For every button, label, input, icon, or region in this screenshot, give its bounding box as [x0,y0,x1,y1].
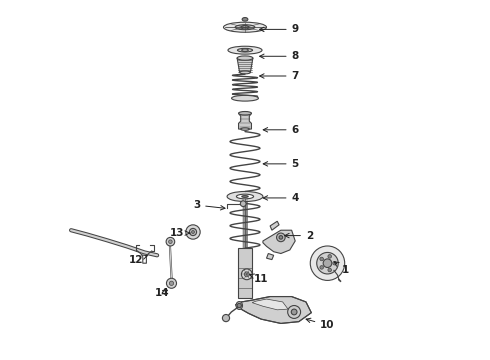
Circle shape [222,315,230,321]
Ellipse shape [237,56,253,60]
Circle shape [288,306,300,319]
Text: 12: 12 [128,255,147,265]
Ellipse shape [223,22,267,32]
Text: 14: 14 [155,288,170,298]
Text: 6: 6 [263,125,299,135]
Ellipse shape [242,18,248,21]
Text: 4: 4 [263,193,299,203]
Ellipse shape [228,46,262,54]
Circle shape [328,268,332,272]
Circle shape [291,309,297,315]
Text: 8: 8 [260,51,299,61]
Polygon shape [237,58,253,72]
Ellipse shape [236,194,254,199]
Circle shape [240,201,246,207]
Text: 9: 9 [260,24,299,35]
Polygon shape [263,230,295,253]
Text: 7: 7 [260,71,299,81]
Circle shape [320,266,323,269]
Polygon shape [252,299,288,310]
Circle shape [237,303,242,308]
Ellipse shape [239,112,251,115]
Text: 1: 1 [334,262,349,275]
Text: 11: 11 [249,274,269,284]
Circle shape [333,261,337,265]
Circle shape [190,228,196,235]
Text: 5: 5 [263,159,299,169]
Circle shape [279,235,283,239]
Ellipse shape [242,195,248,197]
Circle shape [192,230,195,233]
Circle shape [245,272,249,277]
Ellipse shape [235,25,255,30]
Circle shape [276,233,285,242]
Circle shape [320,257,323,261]
Ellipse shape [241,26,249,29]
Circle shape [167,278,176,288]
Polygon shape [270,221,279,230]
Circle shape [323,259,332,267]
Text: 13: 13 [170,228,190,238]
Ellipse shape [232,95,258,101]
Polygon shape [239,113,251,129]
Ellipse shape [240,71,250,74]
Circle shape [242,269,252,280]
Circle shape [310,246,344,280]
Ellipse shape [227,192,263,202]
Circle shape [317,252,338,274]
Text: 2: 2 [285,231,313,240]
Circle shape [328,255,332,258]
Circle shape [170,281,173,285]
Circle shape [186,225,200,239]
Ellipse shape [242,49,248,51]
Ellipse shape [241,128,249,130]
Ellipse shape [236,302,243,310]
Polygon shape [236,297,311,323]
Text: 10: 10 [306,318,335,330]
Bar [238,248,252,298]
Polygon shape [267,253,274,260]
Circle shape [169,240,172,243]
Text: 3: 3 [193,200,225,210]
Circle shape [166,237,175,246]
Ellipse shape [238,48,252,52]
